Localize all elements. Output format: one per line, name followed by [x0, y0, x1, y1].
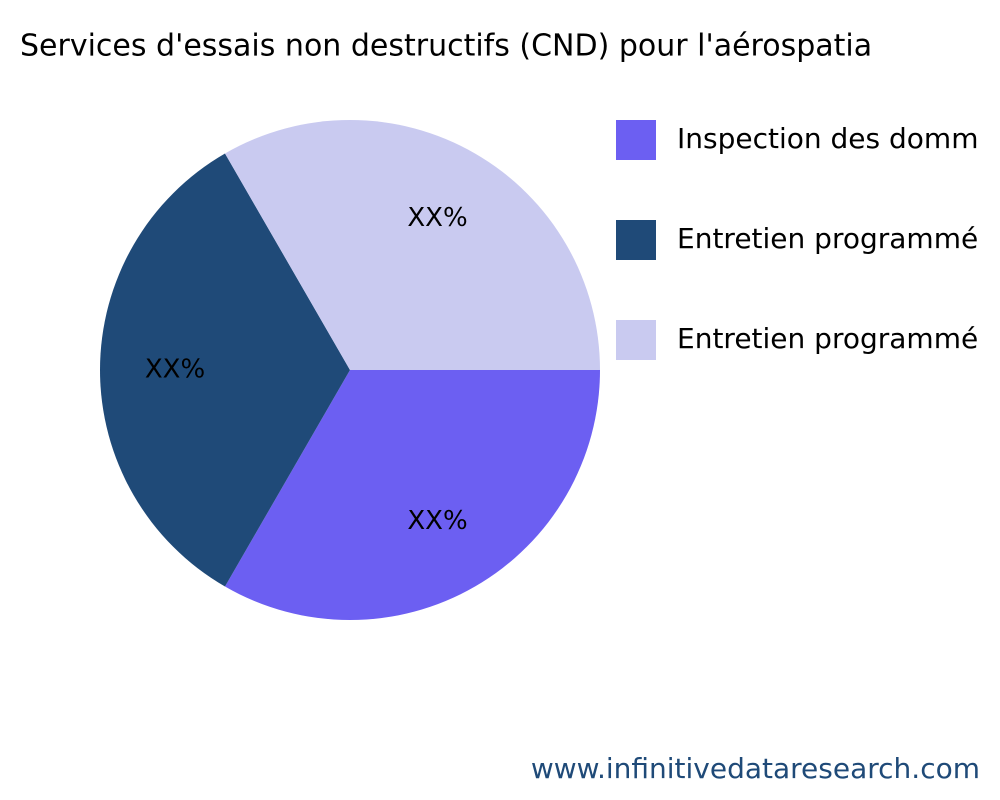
chart-title: Services d'essais non destructifs (CND) …: [20, 29, 872, 64]
source: www.infinitivedataresearch.com: [531, 752, 980, 785]
slice-label: XX%: [407, 203, 467, 233]
legend-label: Inspection des domm: [677, 122, 978, 155]
legend-swatch: [616, 220, 656, 260]
pie-slice: [225, 119, 600, 370]
legend-swatch: [616, 120, 656, 160]
pie-slice: [225, 370, 600, 620]
legend-label: Entretien programmé: [677, 222, 978, 255]
slice-label: XX%: [407, 506, 467, 536]
legend-swatch: [616, 320, 656, 360]
legend-label: Entretien programmé: [677, 322, 978, 355]
slice-label: XX%: [145, 355, 205, 385]
